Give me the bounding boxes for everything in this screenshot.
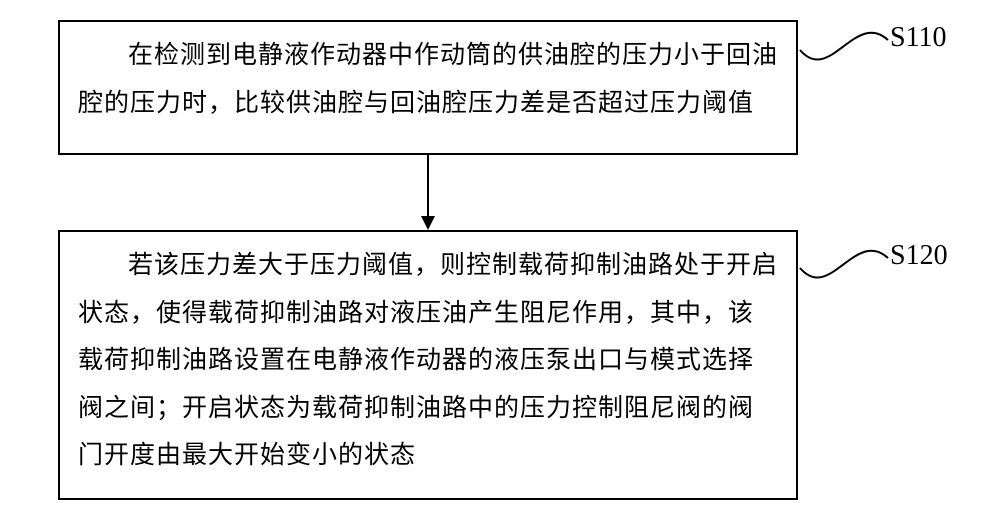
arrow-head-icon xyxy=(421,216,435,230)
step-box-s120: 若该压力差大于压力阈值，则控制载荷抑制油路处于开启状态，使得载荷抑制油路对液压油… xyxy=(58,230,798,500)
flowchart-canvas: 在检测到电静液作动器中作动筒的供油腔的压力小于回油腔的压力时，比较供油腔与回油腔… xyxy=(0,0,1000,530)
leader-curve-s120 xyxy=(796,224,892,307)
step-box-s110: 在检测到电静液作动器中作动筒的供油腔的压力小于回油腔的压力时，比较供油腔与回油腔… xyxy=(58,20,798,155)
leader-curve-s110 xyxy=(796,6,892,89)
step-label-s110: S110 xyxy=(890,22,947,54)
step-label-s120: S120 xyxy=(890,240,948,272)
arrow-line xyxy=(427,155,429,218)
step-text-s110: 在检测到电静液作动器中作动筒的供油腔的压力小于回油腔的压力时，比较供油腔与回油腔… xyxy=(78,32,778,127)
step-text-s120: 若该压力差大于压力阈值，则控制载荷抑制油路处于开启状态，使得载荷抑制油路对液压油… xyxy=(78,242,778,480)
